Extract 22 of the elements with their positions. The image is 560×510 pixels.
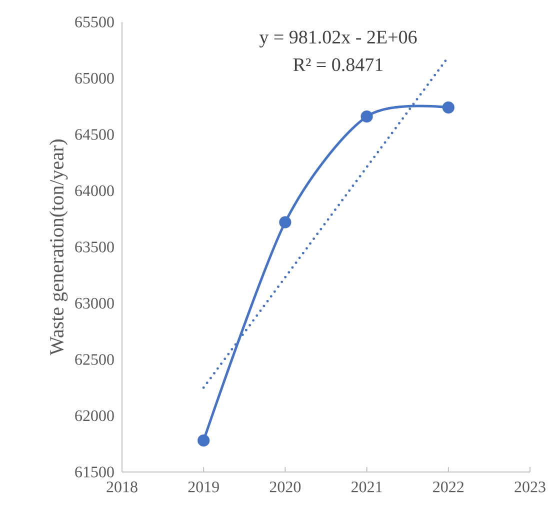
point: [279, 216, 292, 228]
x-tick-label: 2022: [433, 482, 464, 492]
annotation: y = 981.02x - 2E+06: [259, 30, 417, 48]
x-tick-label: 2020: [270, 482, 301, 492]
x-tick-label: 2019: [188, 482, 219, 492]
point: [442, 101, 454, 114]
y-tick-label: 64500: [75, 129, 114, 140]
x-tick-label: 2023: [514, 482, 546, 492]
y-tick-label: 65000: [75, 72, 114, 84]
annotation: R² = 0.8471: [293, 58, 382, 72]
point: [360, 110, 373, 123]
x-tick-label: 2018: [106, 482, 138, 492]
y-tick-label: 63000: [75, 298, 114, 309]
y-tick-label: 62500: [75, 354, 114, 365]
y-tick-label: 63500: [75, 242, 114, 252]
y-tick-label: 65500: [75, 16, 114, 28]
y-axis-title: Waste generation(ton/year): [49, 140, 68, 356]
x-tick-label: 2021: [352, 482, 382, 492]
y-tick-label: 61500: [75, 466, 114, 478]
y-tick-label: 64000: [75, 185, 114, 196]
point: [198, 434, 210, 447]
y-tick-label: 62000: [75, 410, 114, 422]
